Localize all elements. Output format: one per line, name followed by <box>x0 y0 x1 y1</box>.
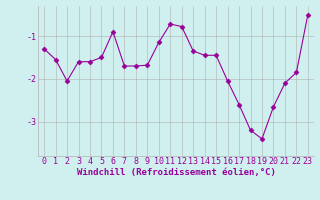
X-axis label: Windchill (Refroidissement éolien,°C): Windchill (Refroidissement éolien,°C) <box>76 168 276 177</box>
